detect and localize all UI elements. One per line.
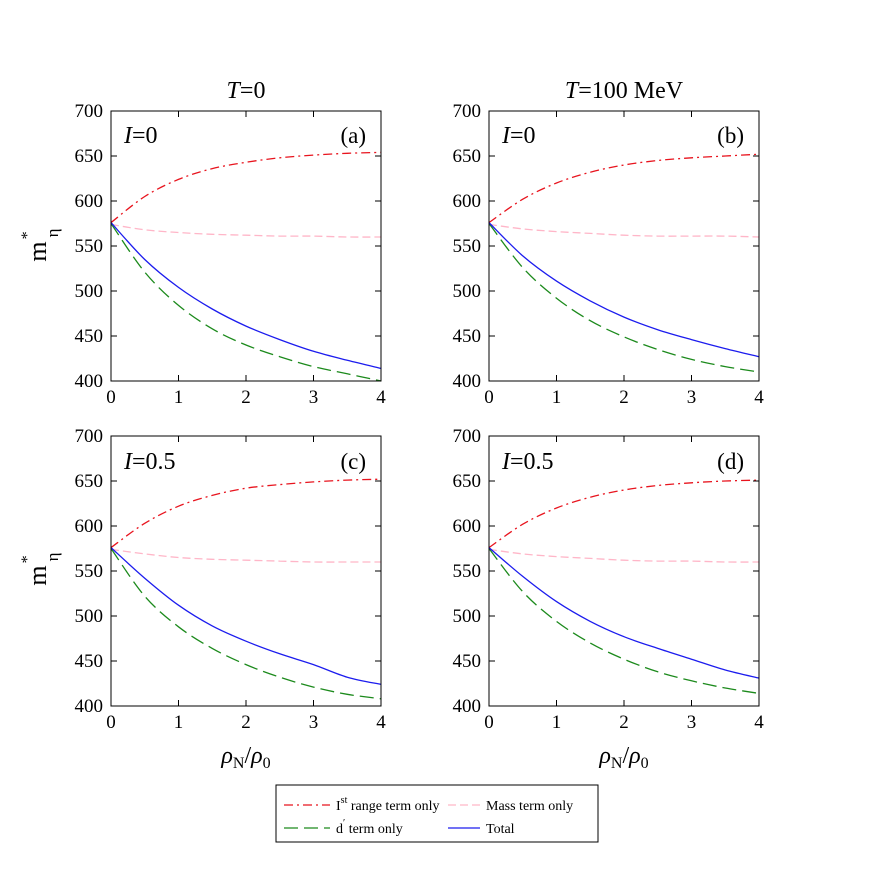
y-tick-label: 450 <box>75 326 104 347</box>
series-range-line <box>110 151 382 224</box>
y-tick-label: 450 <box>75 651 104 672</box>
series-range-line <box>110 478 382 549</box>
x-tick-label: 3 <box>687 712 697 733</box>
series-total-line <box>110 222 382 370</box>
y-tick-label: 650 <box>75 471 104 492</box>
legend-label-dprime: d′ term only <box>336 818 403 837</box>
x-tick-label: 1 <box>174 387 184 408</box>
y-tick-label: 700 <box>75 426 104 447</box>
panel-letter: (b) <box>717 123 744 148</box>
panel-iso-label: I=0.5 <box>501 449 554 475</box>
y-tick-label: 500 <box>75 606 104 627</box>
panel-letter: (a) <box>340 123 366 148</box>
series-total-line <box>488 222 760 358</box>
y-tick-label: 450 <box>453 326 482 347</box>
x-tick-label: 1 <box>174 712 184 733</box>
x-tick-label: 2 <box>241 712 251 733</box>
series-dprime-line <box>110 223 382 382</box>
series-mass-line <box>110 223 382 238</box>
x-tick-label: 1 <box>552 387 562 408</box>
panel-c: I=0.5 (c) 0 1 2 3 4 400 450 500 550 600 650 700 <box>75 426 387 733</box>
series-dprime-line <box>110 548 382 700</box>
panel-d: I=0.5 (d) 0 1 2 3 4 400 450 500 550 600 650 700 <box>453 426 765 733</box>
series-total-line <box>488 547 760 679</box>
y-tick-label: 550 <box>75 561 104 582</box>
x-tick-label: 4 <box>754 712 764 733</box>
panel-b: I=0 (b) 0 1 2 3 4 400 450 500 550 600 650 700 <box>453 101 765 408</box>
y-axis-label-bottom: m* η <box>19 552 62 585</box>
y-tick-label: 600 <box>453 516 482 537</box>
y-tick-label: 400 <box>75 696 104 717</box>
y-tick-label: 650 <box>453 146 482 167</box>
x-tick-label: 4 <box>376 387 386 408</box>
y-axis-label-top: m* η <box>19 228 62 261</box>
y-tick-label: 550 <box>453 561 482 582</box>
plot-frame <box>488 435 760 707</box>
x-tick-label: 3 <box>687 387 697 408</box>
y-tick-label: 700 <box>453 426 482 447</box>
x-tick-label: 0 <box>106 712 116 733</box>
y-tick-label: 550 <box>453 236 482 257</box>
series-dprime-line <box>488 548 760 695</box>
x-tick-label: 2 <box>241 387 251 408</box>
series-range-line <box>488 479 760 549</box>
panel-iso-label: I=0 <box>501 123 536 149</box>
x-axis-label-right: ρN/ρ0 <box>598 743 648 772</box>
series-mass-line <box>110 548 381 563</box>
plot-frame <box>488 110 760 382</box>
panel-a: I=0 (a) 0 1 2 3 4 400 450 500 550 600 650 700 <box>75 101 387 408</box>
panel-iso-label: I=0 <box>123 123 158 149</box>
x-tick-label: 0 <box>484 387 494 408</box>
x-tick-label: 3 <box>309 387 319 408</box>
y-tick-label: 600 <box>453 191 482 212</box>
legend-box <box>275 784 599 843</box>
series-mass-line <box>488 223 760 238</box>
legend-label-mass: Mass term only <box>486 799 573 814</box>
series-total-line <box>110 547 382 686</box>
x-tick-label: 3 <box>309 712 319 733</box>
x-tick-label: 2 <box>619 712 629 733</box>
plot-frame <box>110 110 382 382</box>
legend: Ist range term only Mass term only d′ te… <box>275 784 599 843</box>
plot-frame <box>110 435 382 707</box>
y-tick-label: 500 <box>453 281 482 302</box>
x-tick-label: 0 <box>106 387 116 408</box>
y-tick-label: 600 <box>75 191 104 212</box>
y-tick-label: 550 <box>75 236 104 257</box>
column-title-left: T=0 <box>227 78 266 104</box>
svg-text:m*η: m* η <box>19 552 62 585</box>
series-mass-line <box>488 548 760 563</box>
x-tick-label: 4 <box>376 712 386 733</box>
x-tick-label: 0 <box>484 712 494 733</box>
y-tick-label: 700 <box>75 101 104 122</box>
x-axis-label-left: ρN/ρ0 <box>220 743 270 772</box>
y-tick-label: 600 <box>75 516 104 537</box>
y-tick-label: 700 <box>453 101 482 122</box>
y-tick-label: 400 <box>453 371 482 392</box>
y-tick-label: 400 <box>75 371 104 392</box>
y-tick-label: 650 <box>453 471 482 492</box>
panel-letter: (d) <box>717 449 744 474</box>
legend-label-total: Total <box>486 822 515 837</box>
y-tick-label: 650 <box>75 146 104 167</box>
legend-label-range: Ist range term only <box>336 795 439 814</box>
y-tick-label: 400 <box>453 696 482 717</box>
x-tick-label: 2 <box>619 387 629 408</box>
series-dprime-line <box>488 223 760 373</box>
y-tick-label: 500 <box>453 606 482 627</box>
y-tick-label: 500 <box>75 281 104 302</box>
panel-iso-label: I=0.5 <box>123 449 176 475</box>
x-tick-label: 4 <box>754 387 764 408</box>
y-tick-label: 450 <box>453 651 482 672</box>
series-range-line <box>488 153 760 224</box>
x-tick-label: 1 <box>552 712 562 733</box>
panel-letter: (c) <box>340 449 366 474</box>
svg-text:m*η: m* η <box>19 228 62 261</box>
column-title-right: T=100 MeV <box>565 78 684 104</box>
